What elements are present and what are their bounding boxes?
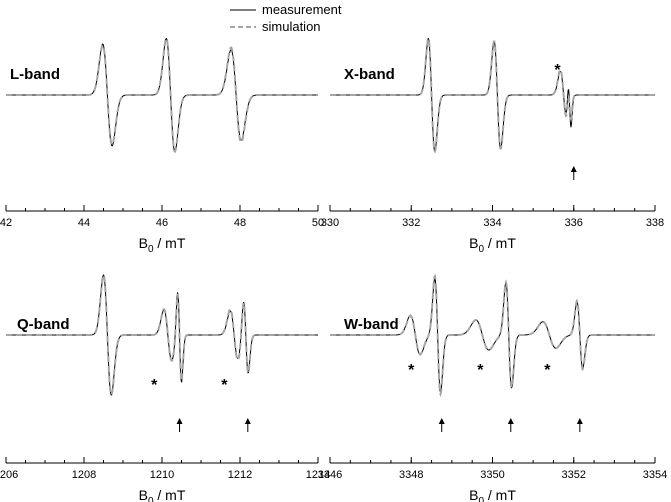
tick-label: 334 (483, 217, 501, 229)
tick-label: 1210 (150, 469, 174, 481)
arrow-marker-head (507, 418, 514, 424)
tick-label: 1208 (72, 469, 96, 481)
impurity-star-marker: * (221, 377, 228, 394)
arrow-marker-head (576, 418, 583, 424)
tick-label: 1206 (0, 469, 18, 481)
tick-label: 3348 (399, 469, 423, 481)
tick-label: 1214 (306, 469, 330, 481)
x-axis-label: B0 / mT (139, 487, 186, 502)
band-label: Q-band (17, 316, 70, 333)
panel-x-band: 330 332 334 336 338 B0 / mT X-band * (321, 36, 664, 255)
tick-label: 46 (156, 217, 168, 229)
impurity-star-marker: * (477, 362, 484, 379)
impurity-star-marker: * (151, 377, 158, 394)
simulation-line (330, 273, 655, 398)
band-label: X-band (344, 66, 395, 83)
x-axis-label: B0 / mT (139, 235, 186, 255)
band-label: W-band (344, 316, 399, 333)
panel-w-band: 3346 3348 3350 3352 3354 B0 / mT W-band * * * (318, 273, 667, 502)
impurity-star-marker: * (408, 362, 415, 379)
legend-label-simulation: simulation (262, 19, 321, 34)
legend: measurement simulation (230, 2, 342, 34)
tick-label: 44 (78, 217, 90, 229)
tick-label: 332 (402, 217, 420, 229)
tick-label: 3350 (480, 469, 504, 481)
tick-label: 338 (646, 217, 664, 229)
tick-label: 336 (565, 217, 583, 229)
band-label: L-band (10, 66, 60, 83)
impurity-star-marker: * (554, 62, 561, 79)
arrow-marker-head (438, 418, 445, 424)
x-axis-label: B0 / mT (469, 235, 516, 255)
simulation-line (6, 37, 318, 154)
panel-l-band: 42 44 46 48 50 B0 / mT L-band (0, 37, 324, 255)
arrow-marker-head (570, 166, 577, 172)
panel-q-band: 1206 1208 1210 1212 1214 B0 / mT Q-band * * (0, 273, 330, 502)
tick-label: 42 (0, 217, 12, 229)
tick-label: 50 (312, 217, 324, 229)
tick-label: 3346 (318, 469, 342, 481)
arrow-marker-head (244, 418, 251, 424)
legend-label-measurement: measurement (262, 2, 342, 17)
tick-label: 3354 (643, 469, 667, 481)
x-axis-label: B0 / mT (469, 487, 516, 502)
tick-label: 330 (321, 217, 339, 229)
tick-label: 1212 (228, 469, 252, 481)
tick-label: 3352 (562, 469, 586, 481)
arrow-marker-head (176, 418, 183, 424)
impurity-star-marker: * (544, 362, 551, 379)
tick-label: 48 (234, 217, 246, 229)
simulation-line (6, 273, 318, 397)
simulation-line (330, 36, 655, 154)
